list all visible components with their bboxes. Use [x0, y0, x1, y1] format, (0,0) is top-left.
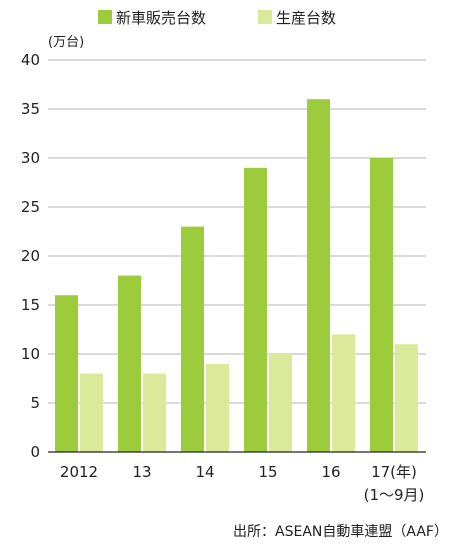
x-tick-label: 15 [258, 463, 277, 481]
production-bar [80, 373, 103, 452]
sales-bar [370, 158, 393, 452]
x-tick-label: 2012 [60, 463, 98, 481]
y-tick-label: 5 [30, 394, 40, 412]
y-axis-ticks: 0 5 10 15 20 25 30 35 40 [21, 51, 40, 461]
y-tick-label: 30 [21, 149, 40, 167]
sales-bar [307, 99, 330, 452]
y-tick-label: 15 [21, 296, 40, 314]
x-tick-label: 17(年) [371, 463, 417, 481]
x-axis-ticks: 2012 13 14 15 16 17(年) (1〜9月) [60, 463, 424, 504]
sales-bar [118, 275, 141, 452]
legend-swatch [258, 10, 272, 24]
legend: 新車販売台数 生産台数 [98, 9, 336, 27]
source-note: 出所：ASEAN自動車連盟（AAF） [233, 523, 448, 540]
sales-bar [55, 295, 78, 452]
legend-label: 生産台数 [276, 9, 336, 27]
y-tick-label: 0 [30, 443, 40, 461]
legend-swatch [98, 10, 112, 24]
x-tick-label: 14 [195, 463, 214, 481]
bars [55, 99, 418, 453]
y-axis-unit: (万台) [48, 35, 84, 50]
x-tick-label: 13 [132, 463, 151, 481]
sales-bar [244, 167, 267, 453]
legend-label: 新車販売台数 [116, 9, 206, 27]
production-bar [395, 344, 418, 452]
x-tick-sublabel: (1〜9月) [364, 486, 425, 504]
y-tick-label: 35 [21, 100, 40, 118]
production-bar [143, 373, 166, 452]
y-tick-label: 20 [21, 247, 40, 265]
gridlines [48, 59, 426, 404]
sales-bar [181, 226, 204, 452]
y-tick-label: 40 [21, 51, 40, 69]
production-bar [206, 363, 229, 452]
y-tick-label: 10 [21, 345, 40, 363]
production-bar [332, 334, 355, 452]
production-bar [269, 354, 292, 452]
x-tick-label: 16 [321, 463, 340, 481]
y-tick-label: 25 [21, 198, 40, 216]
